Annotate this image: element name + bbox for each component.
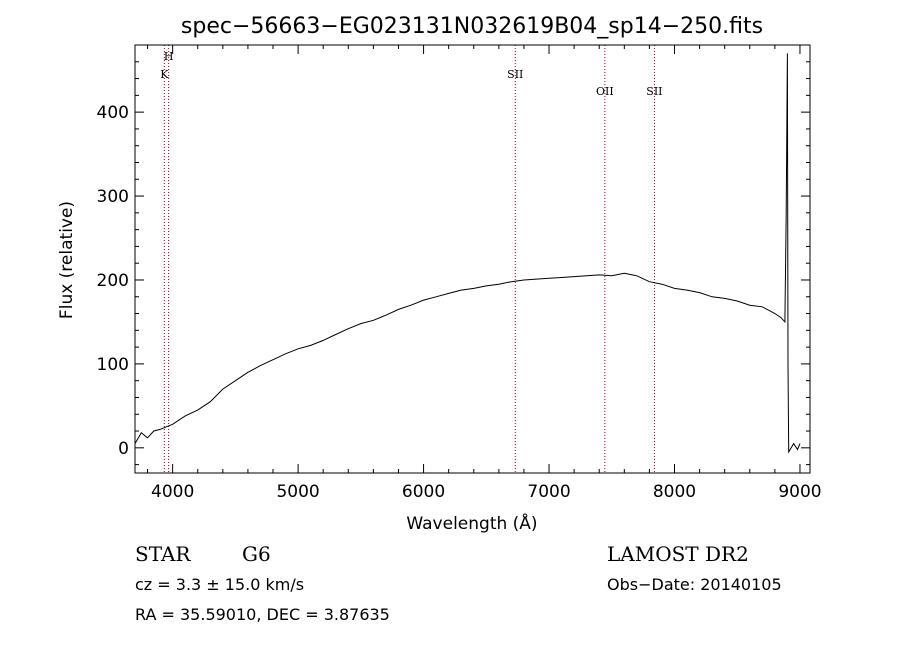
spectral-line-label-3: OII — [596, 85, 614, 98]
coordinates: RA = 35.59010, DEC = 3.87635 — [135, 605, 390, 624]
x-tick-label-3: 7000 — [527, 482, 570, 502]
spectral-line-label-2: SII — [507, 68, 523, 81]
y-tick-label-1: 100 — [97, 355, 129, 375]
redshift-info: cz = 3.3 ± 15.0 km/s — [135, 575, 304, 594]
plot-frame — [134, 44, 811, 474]
chart-title: spec−56663−EG023131N032619B04_sp14−250.f… — [181, 14, 763, 39]
x-tick-label-0: 4000 — [151, 482, 194, 502]
x-tick-label-2: 6000 — [402, 482, 445, 502]
object-subclass: G6 — [242, 542, 271, 566]
spectrum-line-0 — [134, 53, 801, 454]
obs-date: Obs−Date: 20140105 — [607, 575, 782, 594]
spectral-line-label-4: SII — [646, 85, 662, 98]
x-axis-label: Wavelength (Å) — [406, 512, 537, 534]
spectrum-line-group — [134, 53, 801, 454]
object-class: STAR — [135, 542, 191, 566]
spectral-line-markers: HK SII OII SII — [160, 45, 663, 473]
y-tick-label-0: 0 — [118, 439, 129, 459]
spectral-line-label-1: K — [160, 68, 169, 81]
x-tick-label-5: 9000 — [778, 482, 821, 502]
x-tick-label-4: 8000 — [653, 482, 696, 502]
y-axis-ticks: 0 100 200 300 400 — [97, 61, 810, 466]
y-tick-label-3: 300 — [97, 187, 129, 207]
y-tick-label-2: 200 — [97, 271, 129, 291]
survey-name: LAMOST DR2 — [607, 542, 749, 566]
y-tick-label-4: 400 — [97, 103, 129, 123]
x-axis-ticks: 4000 5000 6000 7000 8000 9000 — [147, 45, 822, 502]
spectral-line-label-0: H — [164, 50, 174, 63]
y-axis-label: Flux (relative) — [57, 201, 77, 319]
x-tick-label-1: 5000 — [276, 482, 319, 502]
